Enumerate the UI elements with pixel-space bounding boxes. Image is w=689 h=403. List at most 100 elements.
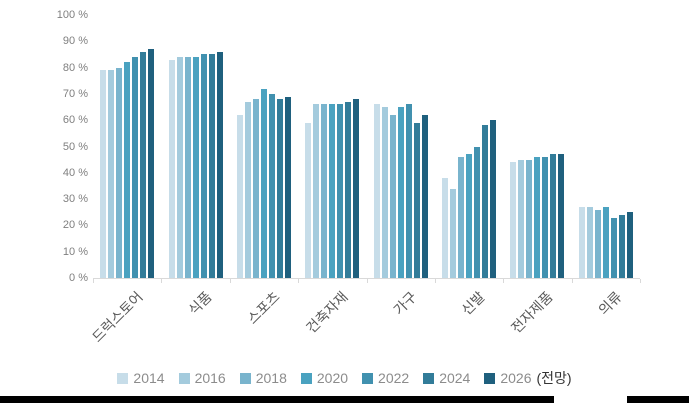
x-axis-tick (434, 279, 436, 283)
legend-label: 2018 (255, 370, 287, 386)
y-axis-label: 0 % (69, 272, 88, 284)
bar-2022-식품 (200, 54, 207, 278)
y-axis-label: 40 % (62, 166, 88, 179)
bar-2024-식품 (208, 54, 215, 278)
y-axis-label: 60 % (62, 114, 88, 127)
legend-label: 2014 (133, 370, 165, 386)
y-axis-label: 30 % (62, 193, 88, 206)
bar-2022-전자제품 (542, 157, 549, 278)
legend-item-2026: 2026 (전망) (484, 368, 572, 388)
legend-swatch-icon (484, 372, 496, 384)
bar-2014-건축자재 (305, 122, 312, 278)
bar-2018-드럭스토어 (116, 67, 123, 278)
bar-2022-신발 (474, 146, 481, 278)
x-axis-tick (366, 279, 368, 283)
legend-item-2018: 2018 (239, 370, 287, 386)
bar-2024-스포츠 (276, 99, 283, 278)
bar-2020-드럭스토어 (124, 62, 131, 278)
bar-2014-식품 (168, 59, 175, 278)
y-axis-label: 100 % (56, 9, 88, 21)
bar-2024-건축자재 (345, 101, 352, 278)
bar-2024-드럭스토어 (140, 51, 147, 278)
forecast-note: (전망) (536, 370, 572, 386)
bar-2026-건축자재 (353, 99, 360, 278)
bar-2014-의류 (578, 206, 585, 278)
bar-2022-의류 (610, 217, 617, 278)
bar-2020-전자제품 (534, 157, 541, 278)
bar-2018-의류 (594, 209, 601, 278)
bar-2022-가구 (405, 104, 412, 278)
bar-2026-전자제품 (558, 154, 565, 278)
bar-2014-스포츠 (236, 114, 243, 278)
bar-2018-신발 (458, 157, 465, 278)
bar-2024-전자제품 (550, 154, 557, 278)
bar-2026-드럭스토어 (148, 49, 155, 278)
bar-2016-드럭스토어 (108, 70, 115, 278)
bar-2014-전자제품 (510, 162, 517, 278)
legend-item-2016: 2016 (178, 370, 226, 386)
bar-2016-스포츠 (244, 101, 251, 278)
legend-swatch-icon (178, 372, 190, 384)
x-axis-tick (229, 279, 231, 283)
y-axis-label: 90 % (62, 35, 88, 48)
bar-2018-식품 (184, 57, 191, 278)
x-axis-line (93, 278, 640, 279)
bar-2026-신발 (490, 120, 497, 278)
bar-2014-신발 (442, 178, 449, 278)
bar-2020-의류 (602, 206, 609, 278)
y-axis-label: 80 % (62, 61, 88, 74)
bar-2016-가구 (381, 107, 388, 278)
legend-item-2022: 2022 (362, 370, 409, 386)
bar-2016-의류 (586, 206, 593, 278)
y-axis-label: 20 % (62, 219, 88, 232)
bottom-black-bar-right (627, 396, 689, 403)
bar-2020-스포츠 (260, 88, 267, 278)
legend-swatch-icon (117, 372, 129, 384)
bar-2022-스포츠 (268, 93, 275, 278)
bar-2026-의류 (626, 212, 633, 278)
bar-2018-건축자재 (321, 104, 328, 278)
y-axis-label: 50 % (62, 140, 88, 153)
bar-2014-가구 (373, 104, 380, 278)
legend: 2014 2016 2018 2020 2022 2024 2026 (전망) (0, 366, 689, 390)
x-axis-tick (161, 279, 163, 283)
bar-2020-식품 (192, 57, 199, 278)
bar-2016-신발 (450, 188, 457, 278)
bar-2024-의류 (618, 214, 625, 278)
x-axis-tick (503, 279, 505, 283)
bar-2018-가구 (389, 114, 396, 278)
bar-2018-스포츠 (252, 99, 259, 278)
bar-2024-신발 (482, 125, 489, 278)
x-axis-tick (571, 279, 573, 283)
bar-2016-전자제품 (518, 159, 525, 278)
bar-2014-드럭스토어 (100, 70, 107, 278)
bar-2026-스포츠 (284, 96, 291, 278)
bar-2020-가구 (397, 107, 404, 278)
x-axis-tick (640, 279, 641, 283)
y-axis-label: 10 % (62, 245, 88, 258)
bottom-black-bar-left (0, 396, 554, 403)
legend-item-2014: 2014 (117, 370, 165, 386)
bar-2026-식품 (216, 51, 223, 278)
legend-label: 2020 (316, 370, 349, 386)
bar-2026-가구 (421, 114, 428, 278)
legend-swatch-icon (423, 372, 435, 384)
legend-item-2024: 2024 (423, 370, 470, 386)
legend-label: 2026 (500, 370, 532, 386)
bar-2016-건축자재 (313, 104, 320, 278)
bar-2024-가구 (413, 122, 420, 278)
bar-2022-건축자재 (337, 104, 344, 278)
legend-label: 2022 (378, 370, 410, 386)
legend-swatch-icon (362, 372, 374, 384)
legend-item-2020: 2020 (300, 370, 349, 386)
legend-label: 2016 (194, 370, 226, 386)
bar-2018-전자제품 (526, 159, 533, 278)
legend-swatch-icon (300, 372, 312, 384)
bar-2016-식품 (176, 57, 183, 278)
bar-2022-드럭스토어 (132, 57, 139, 278)
legend-swatch-icon (239, 372, 251, 384)
y-axis-label: 70 % (62, 87, 88, 100)
bar-2020-신발 (466, 154, 473, 278)
